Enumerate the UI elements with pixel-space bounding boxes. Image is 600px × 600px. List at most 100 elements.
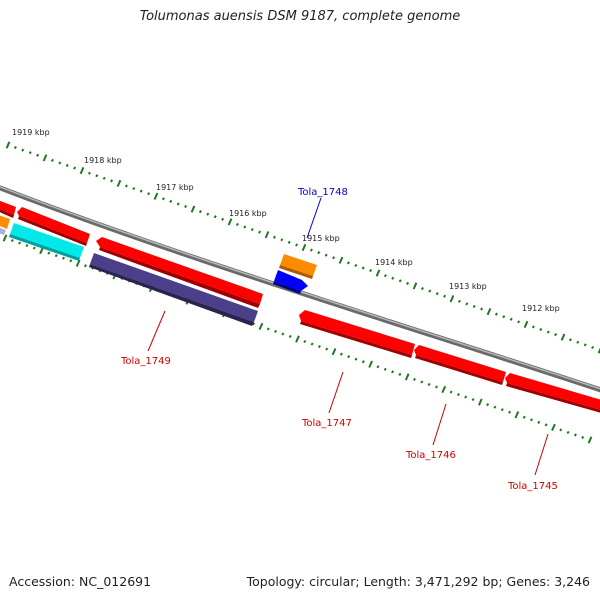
scale-tick-outer-minor [591, 345, 595, 350]
scale-tick-inner-minor [427, 382, 431, 387]
scale-tick-inner-major [331, 347, 337, 356]
scale-tick-outer-minor [169, 199, 173, 203]
scale-tick-outer-minor [517, 320, 521, 324]
scale-tick-outer-minor [502, 315, 506, 319]
scale-tick-outer-major [264, 231, 270, 239]
kbp-label-1916: 1916 kbp [229, 209, 267, 218]
gene-label-tola-1749[interactable]: Tola_1749 [120, 356, 171, 367]
scale-tick-inner-minor [288, 334, 292, 339]
scale-tick-inner-minor [573, 433, 577, 437]
scale-tick-inner-minor [303, 339, 307, 344]
scale-tick-inner-major [587, 436, 593, 444]
gene-tola-1747[interactable] [299, 310, 415, 358]
scale-tick-outer-minor [280, 238, 284, 242]
scale-tick-outer-minor [206, 212, 210, 216]
scale-tick-outer-minor [87, 171, 91, 175]
scale-tick-outer-minor [324, 253, 328, 257]
scale-tick-inner-minor [47, 251, 51, 255]
scale-tick-outer-minor [428, 289, 432, 293]
scale-tick-inner-major [295, 335, 300, 343]
scale-tick-outer-minor [420, 286, 424, 291]
scale-tick-outer-minor [443, 294, 447, 298]
scale-tick-outer-minor [465, 302, 469, 306]
scale-tick-outer-major [523, 320, 529, 329]
scale-tick-inner-minor [420, 380, 424, 384]
gene-tola-1750-fragment[interactable] [0, 199, 16, 218]
scale-tick-outer-minor [161, 197, 165, 201]
scale-tick-inner-minor [529, 418, 534, 422]
scale-ticks-outer [5, 141, 600, 354]
scale-tick-inner-minor [449, 390, 453, 394]
scale-tick-inner-minor [559, 428, 563, 432]
kbp-label-1913: 1913 kbp [449, 282, 487, 291]
scale-tick-inner-major [441, 385, 447, 394]
scale-tick-inner-minor [339, 352, 343, 356]
gene-label-tola-1746[interactable]: Tola_1746 [405, 450, 456, 461]
scale-tick-inner-minor [69, 259, 73, 263]
scale-tick-inner-minor [25, 243, 29, 248]
scale-tick-outer-major [597, 347, 600, 354]
scale-tick-outer-minor [110, 179, 114, 183]
gene-tola-1749-outer[interactable] [96, 237, 263, 308]
scale-tick-outer-minor [332, 256, 336, 260]
scale-tick-inner-minor [486, 403, 490, 407]
scale-tick-inner-major [514, 411, 520, 419]
scale-tick-outer-minor [272, 235, 276, 239]
scale-tick-inner-minor [508, 410, 512, 414]
scale-tick-outer-minor [509, 317, 513, 321]
gene-cyan[interactable] [9, 223, 84, 261]
gene-tola-1746[interactable] [414, 345, 506, 385]
kbp-label-1915: 1915 kbp [302, 234, 340, 243]
gene-light-fragment[interactable] [0, 226, 6, 235]
gene-label-tola-1748[interactable]: Tola_1748 [297, 187, 348, 198]
gene-label-tola-1747[interactable]: Tola_1747 [301, 418, 352, 429]
scale-tick-outer-minor [435, 292, 439, 296]
scale-tick-outer-major [375, 269, 381, 277]
scale-tick-inner-minor [398, 372, 402, 376]
scale-tick-inner-minor [361, 360, 365, 364]
genome-summary: Topology: circular; Length: 3,471,292 bp… [246, 574, 590, 589]
scale-tick-outer-minor [531, 325, 535, 329]
scale-tick-inner-minor [434, 385, 438, 389]
scale-tick-outer-minor [176, 202, 180, 206]
gene-tola-1745[interactable] [505, 373, 600, 414]
scale-tick-inner-minor [464, 395, 468, 399]
scale-tick-inner-major [551, 423, 556, 432]
scale-tick-outer-minor [198, 210, 202, 214]
scale-tick-outer-minor [494, 312, 498, 316]
gene-tola-1748-small[interactable] [273, 270, 308, 294]
gene-tola-1748[interactable] [279, 254, 317, 279]
scale-tick-outer-minor [147, 192, 151, 196]
scale-tick-inner-minor [383, 367, 387, 371]
gene-tola-1750[interactable] [17, 207, 90, 246]
scale-tick-outer-minor [21, 148, 25, 152]
scale-tick-outer-minor [576, 340, 580, 344]
scale-tick-outer-minor [221, 217, 225, 221]
gene-label-tola-1745[interactable]: Tola_1745 [507, 481, 558, 492]
scale-tick-outer-minor [398, 279, 402, 283]
scale-tick-outer-minor [361, 266, 365, 270]
scale-tick-inner-minor [32, 246, 36, 250]
scale-tick-inner-minor [83, 264, 87, 268]
scale-tick-outer-minor [480, 307, 484, 311]
gene-orange-fragment[interactable] [0, 214, 10, 229]
gene-purple[interactable] [89, 253, 258, 326]
scale-tick-outer-minor [583, 343, 587, 347]
scale-tick-inner-minor [522, 415, 526, 419]
scale-tick-inner-minor [471, 398, 475, 402]
kbp-labels: 1919 kbp 1918 kbp 1917 kbp 1916 kbp 1915… [12, 128, 560, 313]
scale-tick-outer-major [449, 295, 455, 303]
scale-tick-outer-major [338, 256, 344, 264]
kbp-label-1918: 1918 kbp [84, 156, 122, 165]
kbp-label-1919: 1919 kbp [12, 128, 50, 137]
scale-tick-outer-minor [391, 276, 395, 280]
scale-tick-inner-minor [274, 329, 278, 334]
scale-tick-outer-minor [73, 166, 77, 170]
scale-tick-inner-minor [456, 392, 460, 397]
scale-tick-inner-minor [566, 430, 570, 435]
gene-label-lines [147, 197, 549, 476]
scale-tick-inner-minor [61, 256, 66, 260]
scale-tick-outer-minor [383, 274, 387, 278]
scale-tick-inner-minor [537, 420, 541, 424]
